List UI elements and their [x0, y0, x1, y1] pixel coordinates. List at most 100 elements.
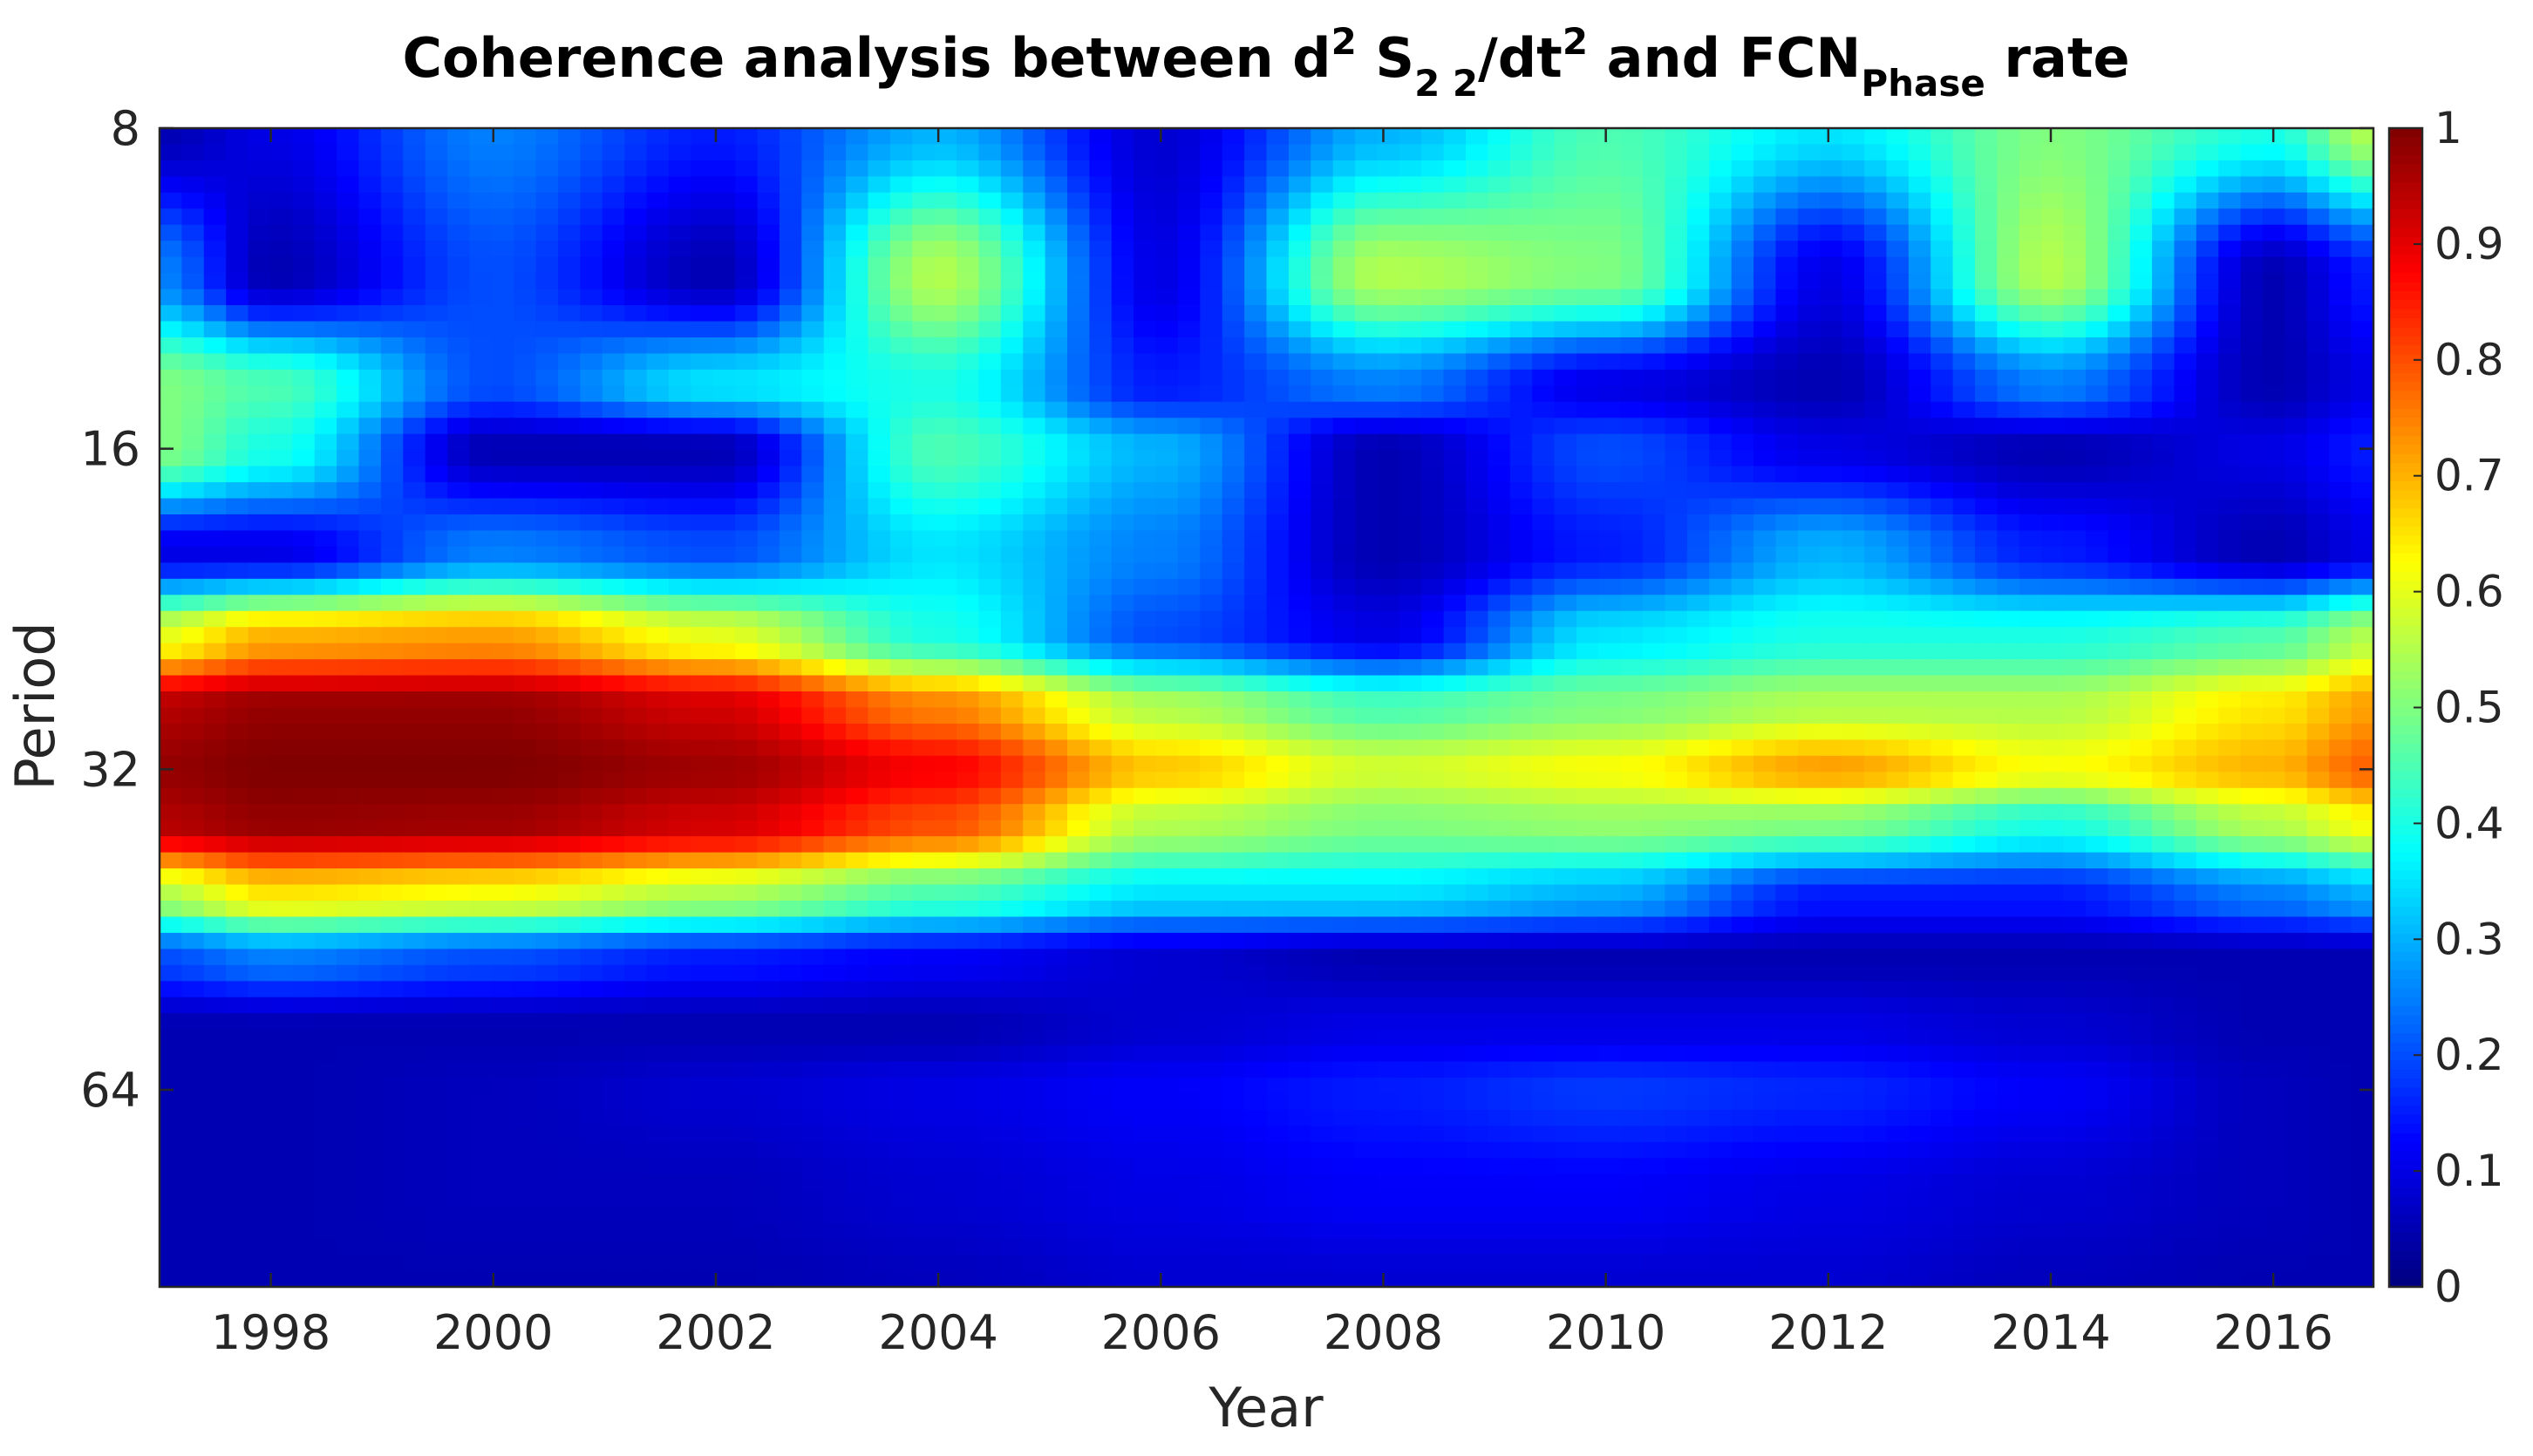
heatmap-cell	[1288, 675, 1311, 692]
heatmap-cell	[2263, 305, 2286, 323]
heatmap-cell	[1066, 256, 1090, 274]
heatmap-cell	[248, 176, 271, 194]
heatmap-cell	[2041, 450, 2065, 467]
heatmap-cell	[2019, 755, 2042, 772]
heatmap-cell	[1134, 820, 1157, 837]
heatmap-cell	[425, 627, 448, 644]
heatmap-cell	[1443, 595, 1467, 612]
heatmap-cell	[1311, 804, 1334, 821]
heatmap-cell	[1355, 820, 1379, 837]
heatmap-cell	[1244, 144, 1268, 161]
heatmap-cell	[1155, 208, 1179, 226]
heatmap-cell	[1753, 482, 1777, 500]
heatmap-cell	[2240, 578, 2264, 595]
heatmap-cell	[469, 498, 493, 515]
heatmap-cell	[1842, 208, 1865, 226]
chart-title-sub: Phase	[1861, 62, 1985, 105]
heatmap-cell	[1488, 836, 1511, 854]
heatmap-cell	[912, 418, 936, 435]
heatmap-cell	[2019, 256, 2042, 274]
heatmap-cell	[226, 755, 249, 772]
heatmap-cell	[203, 530, 227, 548]
heatmap-cell	[314, 144, 337, 161]
heatmap-cell	[1686, 772, 1710, 789]
heatmap-cell	[712, 466, 736, 483]
heatmap-cell	[2263, 498, 2286, 515]
heatmap-cell	[2174, 820, 2197, 837]
heatmap-cell	[203, 595, 227, 612]
heatmap-cell	[1686, 836, 1710, 854]
heatmap-cell	[1244, 836, 1268, 854]
heatmap-cell	[1686, 433, 1710, 451]
heatmap-cell	[735, 836, 759, 854]
heatmap-cell	[203, 224, 227, 242]
heatmap-cell	[1266, 852, 1290, 869]
heatmap-cell	[757, 385, 780, 403]
heatmap-cell	[491, 498, 514, 515]
heatmap-cell	[978, 804, 1002, 821]
heatmap-cell	[2218, 578, 2242, 595]
heatmap-cell	[1332, 852, 1356, 869]
heatmap-cell	[1775, 241, 1799, 258]
heatmap-cell	[1089, 192, 1113, 209]
heatmap-cell	[735, 241, 759, 258]
heatmap-cell	[1421, 482, 1445, 500]
heatmap-cell	[2107, 192, 2131, 209]
heatmap-cell	[337, 514, 360, 532]
heatmap-cell	[1066, 659, 1090, 677]
heatmap-cell	[1421, 305, 1445, 323]
heatmap-cell	[1974, 224, 1998, 242]
heatmap-cell	[2351, 482, 2374, 500]
heatmap-cell	[978, 610, 1002, 628]
heatmap-cell	[1244, 401, 1268, 418]
heatmap-cell	[1155, 337, 1179, 355]
heatmap-cell	[2063, 353, 2087, 371]
heatmap-cell	[160, 224, 182, 242]
heatmap-cell	[912, 546, 936, 563]
heatmap-cell	[380, 337, 404, 355]
heatmap-cell	[1222, 804, 1245, 821]
heatmap-cell	[558, 305, 582, 323]
heatmap-cell	[403, 820, 426, 837]
heatmap-cell	[2107, 208, 2131, 226]
heatmap-cell	[2240, 208, 2264, 226]
heatmap-cell	[2263, 337, 2286, 355]
heatmap-cell	[1421, 128, 1445, 146]
heatmap-cell	[1023, 675, 1046, 692]
heatmap-cell	[425, 772, 448, 789]
heatmap-cell	[337, 836, 360, 854]
heatmap-cell	[2174, 337, 2197, 355]
heatmap-cell	[757, 804, 780, 821]
heatmap-cell	[580, 707, 603, 725]
heatmap-cell	[1886, 707, 1910, 725]
heatmap-cell	[558, 595, 582, 612]
heatmap-cell	[1089, 224, 1113, 242]
heatmap-cell	[1355, 852, 1379, 869]
heatmap-cell	[1066, 562, 1090, 580]
heatmap-cell	[535, 627, 559, 644]
heatmap-cell	[2306, 546, 2330, 563]
heatmap-cell	[1997, 450, 2020, 467]
heatmap-cell	[1709, 595, 1733, 612]
heatmap-cell	[1908, 804, 1931, 821]
heatmap-cell	[1200, 241, 1223, 258]
heatmap-cell	[1908, 385, 1931, 403]
heatmap-cell	[358, 610, 382, 628]
heatmap-cell	[2218, 884, 2242, 901]
heatmap-cell	[1466, 144, 1488, 161]
heatmap-cell	[1155, 353, 1179, 371]
heatmap-cell	[801, 916, 825, 934]
heatmap-cell	[269, 514, 293, 532]
heatmap-cell	[646, 482, 670, 500]
heatmap-cell	[1111, 578, 1134, 595]
heatmap-cell	[1155, 128, 1179, 146]
heatmap-cell	[846, 723, 869, 741]
heatmap-cell	[712, 176, 736, 194]
heatmap-cell	[1023, 707, 1046, 725]
heatmap-cell	[1066, 530, 1090, 548]
heatmap-cell	[1820, 884, 1843, 901]
heatmap-cell	[1377, 546, 1400, 563]
heatmap-cell	[1332, 369, 1356, 386]
heatmap-cell	[447, 530, 471, 548]
heatmap-cell	[735, 755, 759, 772]
